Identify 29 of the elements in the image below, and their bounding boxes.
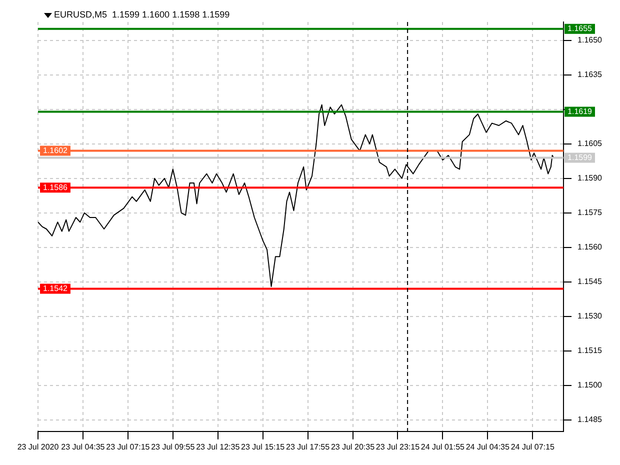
- y-tick-label: 1.1545: [578, 277, 603, 286]
- y-tick-label: 1.1560: [578, 242, 603, 252]
- chart-title: EURUSD,M5 1.1599 1.1600 1.1598 1.1599: [54, 9, 230, 20]
- y-tick-label: 1.1590: [578, 174, 603, 183]
- x-tick-label: 23 Jul 2020: [17, 442, 60, 452]
- x-tick-label: 23 Jul 17:55: [286, 442, 330, 452]
- ref-line-label: 1.1655: [568, 24, 593, 34]
- x-tick-label: 23 Jul 12:35: [196, 442, 240, 452]
- x-tick-label: 24 Jul 04:35: [466, 442, 510, 452]
- x-tick-label: 24 Jul 07:15: [510, 442, 555, 452]
- ref-line-label: 1.1602: [43, 146, 68, 156]
- y-tick-label: 1.1530: [578, 312, 603, 321]
- ref-line-label: 1.1586: [43, 182, 68, 192]
- x-tick-label: 24 Jul 01:55: [420, 442, 466, 452]
- ref-line-label: 1.1619: [568, 106, 593, 116]
- y-tick-label: 1.1500: [578, 380, 603, 390]
- y-tick-label: 1.1650: [578, 36, 603, 45]
- y-tick-label: 1.1485: [578, 415, 603, 424]
- x-tick-label: 23 Jul 07:15: [106, 442, 150, 452]
- x-tick-label: 23 Jul 09:55: [151, 442, 196, 452]
- y-tick-label: 1.1575: [578, 208, 603, 218]
- x-tick-label: 23 Jul 23:15: [376, 442, 420, 452]
- y-tick-label: 1.1515: [578, 346, 603, 356]
- y-tick-label: 1.1605: [578, 139, 603, 148]
- x-tick-label: 23 Jul 04:35: [61, 442, 106, 452]
- y-tick-label: 1.1635: [578, 70, 603, 80]
- ref-line-label: 1.1542: [43, 284, 68, 294]
- x-tick-label: 23 Jul 15:15: [241, 442, 286, 452]
- x-tick-label: 23 Jul 20:35: [330, 442, 376, 452]
